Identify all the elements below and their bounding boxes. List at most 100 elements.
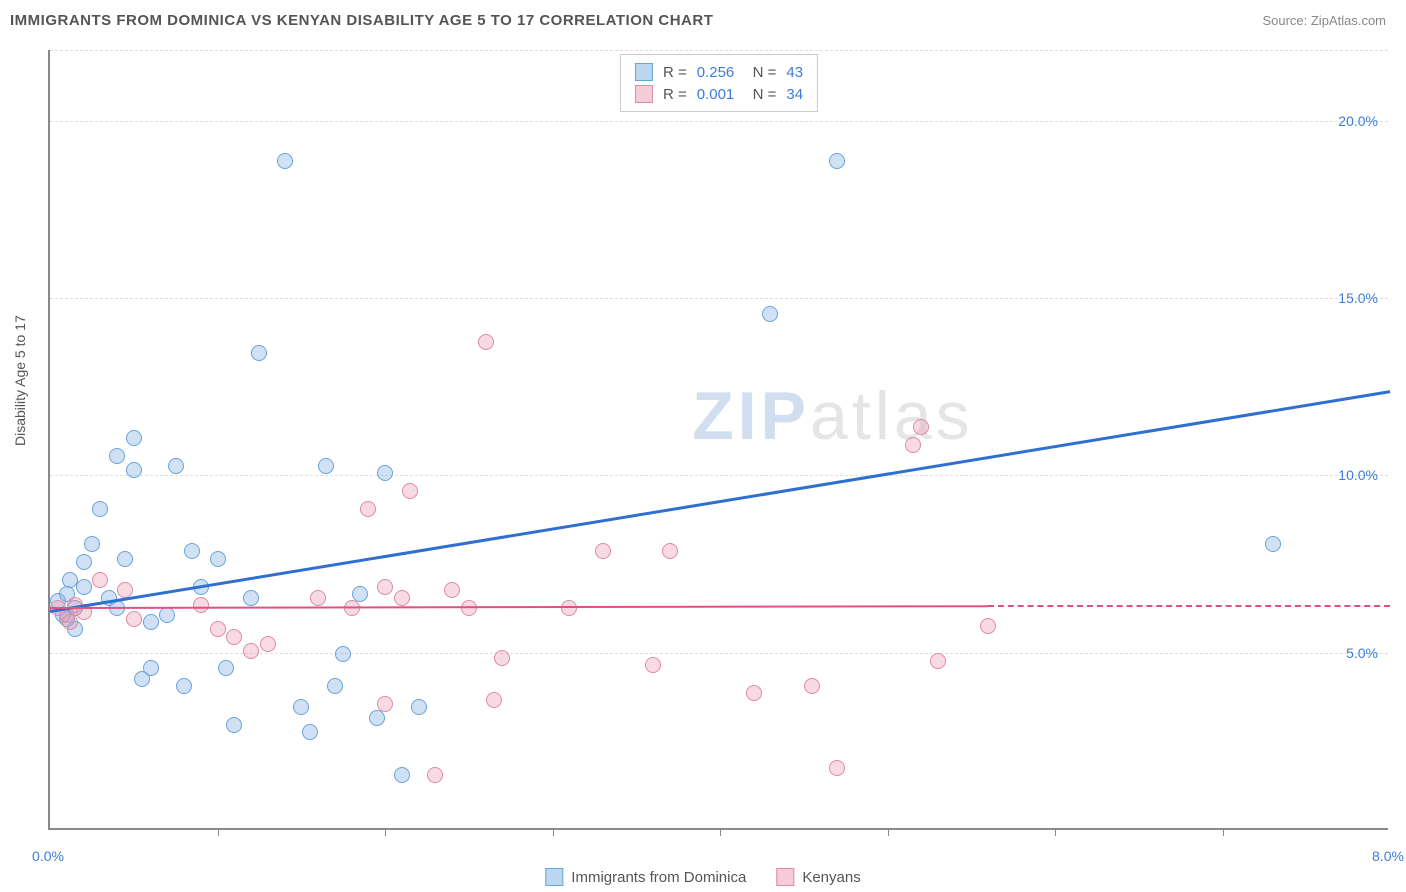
data-point — [905, 437, 921, 453]
legend-swatch-0-icon — [545, 868, 563, 886]
chart-title: IMMIGRANTS FROM DOMINICA VS KENYAN DISAB… — [10, 12, 713, 29]
grid-line — [50, 475, 1388, 476]
data-point — [930, 653, 946, 669]
legend-label-1: Kenyans — [802, 869, 860, 886]
data-point — [210, 551, 226, 567]
legend-item-1: Kenyans — [776, 868, 860, 886]
grid-line — [50, 50, 1388, 51]
data-point — [478, 334, 494, 350]
data-point — [662, 543, 678, 559]
x-tick-label: 0.0% — [32, 848, 64, 864]
y-tick-label: 5.0% — [1346, 645, 1378, 661]
data-point — [369, 710, 385, 726]
data-point — [762, 306, 778, 322]
data-point — [427, 767, 443, 783]
data-point — [327, 678, 343, 694]
data-point — [377, 579, 393, 595]
stats-row-0: R = 0.256 N = 43 — [635, 61, 803, 83]
plot-area: ZIPatlas R = 0.256 N = 43 R = 0.001 N = … — [48, 50, 1388, 830]
data-point — [335, 646, 351, 662]
data-point — [210, 621, 226, 637]
series-1-r-value: 0.001 — [697, 86, 735, 103]
source-label: Source: ZipAtlas.com — [1262, 13, 1386, 28]
data-point — [168, 458, 184, 474]
data-point — [143, 614, 159, 630]
header: IMMIGRANTS FROM DOMINICA VS KENYAN DISAB… — [0, 0, 1406, 40]
data-point — [226, 629, 242, 645]
x-tick — [1223, 828, 1224, 836]
n-label: N = — [744, 86, 776, 103]
data-point — [804, 678, 820, 694]
x-tick — [385, 828, 386, 836]
data-point — [645, 657, 661, 673]
data-point — [444, 582, 460, 598]
trend-line — [50, 390, 1390, 613]
legend-item-0: Immigrants from Dominica — [545, 868, 746, 886]
data-point — [1265, 536, 1281, 552]
data-point — [394, 590, 410, 606]
data-point — [243, 590, 259, 606]
data-point — [293, 699, 309, 715]
data-point — [159, 607, 175, 623]
data-point — [117, 551, 133, 567]
y-tick-label: 20.0% — [1338, 113, 1378, 129]
data-point — [913, 419, 929, 435]
data-point — [318, 458, 334, 474]
data-point — [109, 448, 125, 464]
x-tick — [888, 828, 889, 836]
data-point — [126, 430, 142, 446]
data-point — [76, 579, 92, 595]
data-point — [352, 586, 368, 602]
data-point — [218, 660, 234, 676]
data-point — [486, 692, 502, 708]
watermark-atlas: atlas — [810, 378, 974, 454]
watermark-zip: ZIP — [692, 378, 810, 454]
data-point — [595, 543, 611, 559]
data-point — [394, 767, 410, 783]
series-0-r-value: 0.256 — [697, 64, 735, 81]
y-tick-label: 10.0% — [1338, 467, 1378, 483]
data-point — [62, 614, 78, 630]
n-label: N = — [744, 64, 776, 81]
watermark: ZIPatlas — [692, 377, 973, 455]
legend-label-0: Immigrants from Dominica — [571, 869, 746, 886]
data-point — [84, 536, 100, 552]
x-tick — [1055, 828, 1056, 836]
trend-line — [50, 605, 988, 609]
data-point — [377, 696, 393, 712]
grid-line — [50, 121, 1388, 122]
data-point — [310, 590, 326, 606]
data-point — [193, 597, 209, 613]
r-label: R = — [663, 64, 687, 81]
trend-line — [988, 605, 1390, 607]
grid-line — [50, 298, 1388, 299]
data-point — [176, 678, 192, 694]
data-point — [302, 724, 318, 740]
data-point — [243, 643, 259, 659]
data-point — [226, 717, 242, 733]
legend-swatch-1-icon — [776, 868, 794, 886]
series-0-swatch-icon — [635, 63, 653, 81]
r-label: R = — [663, 86, 687, 103]
x-tick — [720, 828, 721, 836]
x-tick — [553, 828, 554, 836]
stats-row-1: R = 0.001 N = 34 — [635, 83, 803, 105]
data-point — [360, 501, 376, 517]
data-point — [829, 153, 845, 169]
series-1-n-value: 34 — [786, 86, 803, 103]
data-point — [76, 554, 92, 570]
data-point — [980, 618, 996, 634]
data-point — [184, 543, 200, 559]
data-point — [829, 760, 845, 776]
data-point — [92, 501, 108, 517]
data-point — [260, 636, 276, 652]
data-point — [277, 153, 293, 169]
y-axis-label: Disability Age 5 to 17 — [12, 315, 28, 446]
series-0-n-value: 43 — [786, 64, 803, 81]
data-point — [143, 660, 159, 676]
data-point — [126, 462, 142, 478]
y-tick-label: 15.0% — [1338, 290, 1378, 306]
data-point — [126, 611, 142, 627]
data-point — [561, 600, 577, 616]
data-point — [402, 483, 418, 499]
